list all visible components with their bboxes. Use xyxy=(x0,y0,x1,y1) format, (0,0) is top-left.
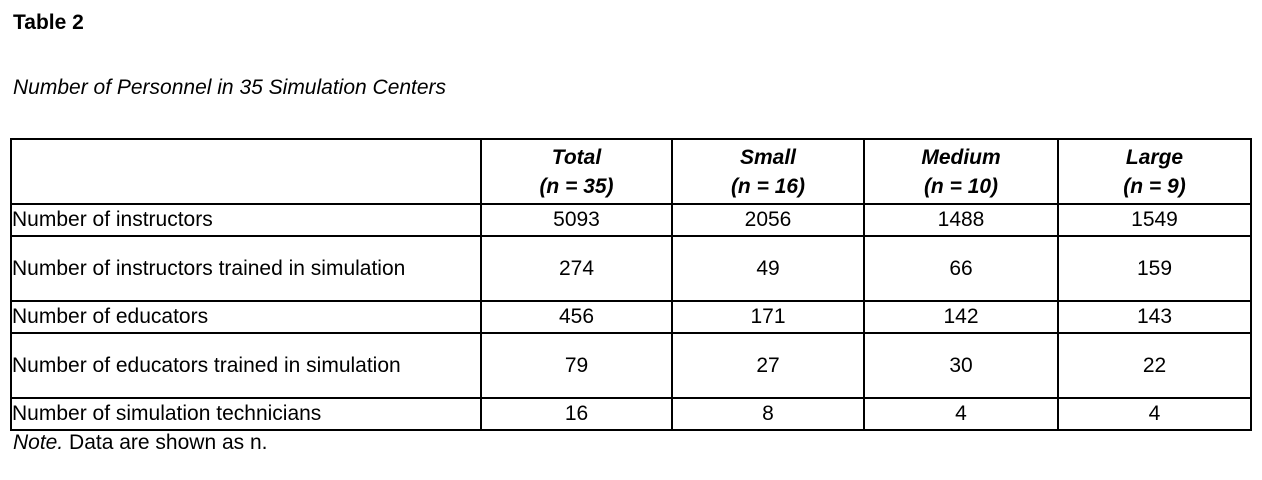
column-header-large: Large (n = 9) xyxy=(1057,138,1252,205)
cell-value: 171 xyxy=(671,300,865,334)
column-header-n: (n = 10) xyxy=(923,174,999,198)
table-number: Table 2 xyxy=(13,11,84,34)
row-label: Number of instructors trained in simulat… xyxy=(10,235,482,302)
column-header-n: (n = 9) xyxy=(1123,174,1186,198)
column-header-medium: Medium (n = 10) xyxy=(863,138,1059,205)
personnel-table: Total (n = 35) Small (n = 16) Medium (n … xyxy=(10,138,1252,431)
cell-value: 274 xyxy=(480,235,673,302)
table-row-instructors: Number of instructors 5093 2056 1488 154… xyxy=(10,203,1252,237)
table-row-technicians: Number of simulation technicians 16 8 4 … xyxy=(10,397,1252,431)
cell-value: 2056 xyxy=(671,203,865,237)
cell-value: 4 xyxy=(1057,397,1252,431)
cell-value: 22 xyxy=(1057,332,1252,399)
table-header-row: Total (n = 35) Small (n = 16) Medium (n … xyxy=(10,138,1252,205)
column-header-label: Small xyxy=(739,145,797,169)
note-body: Data are shown as n. xyxy=(69,431,268,454)
table-caption: Number of Personnel in 35 Simulation Cen… xyxy=(13,76,447,99)
column-header-n: (n = 35) xyxy=(539,174,614,198)
stub-header-cell xyxy=(10,138,482,205)
cell-value: 66 xyxy=(863,235,1059,302)
column-header-small: Small (n = 16) xyxy=(671,138,865,205)
cell-value: 1549 xyxy=(1057,203,1252,237)
cell-value: 79 xyxy=(480,332,673,399)
row-label: Number of simulation technicians xyxy=(10,397,482,431)
cell-value: 1488 xyxy=(863,203,1059,237)
column-header-label: Total xyxy=(551,145,602,169)
cell-value: 8 xyxy=(671,397,865,431)
table-row-educators: Number of educators 456 171 142 143 xyxy=(10,300,1252,334)
cell-value: 4 xyxy=(863,397,1059,431)
cell-value: 49 xyxy=(671,235,865,302)
cell-value: 30 xyxy=(863,332,1059,399)
column-header-label: Medium xyxy=(921,145,1001,169)
note-prefix: Note. xyxy=(13,431,64,454)
table-row-instructors-trained: Number of instructors trained in simulat… xyxy=(10,235,1252,302)
cell-value: 143 xyxy=(1057,300,1252,334)
table-note: Note. Data are shown as n. xyxy=(13,430,268,456)
cell-value: 142 xyxy=(863,300,1059,334)
column-header-label: Large xyxy=(1125,145,1184,169)
column-header-total: Total (n = 35) xyxy=(480,138,673,205)
row-label: Number of educators trained in simulatio… xyxy=(10,332,482,399)
cell-value: 159 xyxy=(1057,235,1252,302)
cell-value: 5093 xyxy=(480,203,673,237)
row-label: Number of instructors xyxy=(10,203,482,237)
cell-value: 16 xyxy=(480,397,673,431)
column-header-n: (n = 16) xyxy=(730,174,806,198)
cell-value: 456 xyxy=(480,300,673,334)
row-label: Number of educators xyxy=(10,300,482,334)
table-row-educators-trained: Number of educators trained in simulatio… xyxy=(10,332,1252,399)
cell-value: 27 xyxy=(671,332,865,399)
